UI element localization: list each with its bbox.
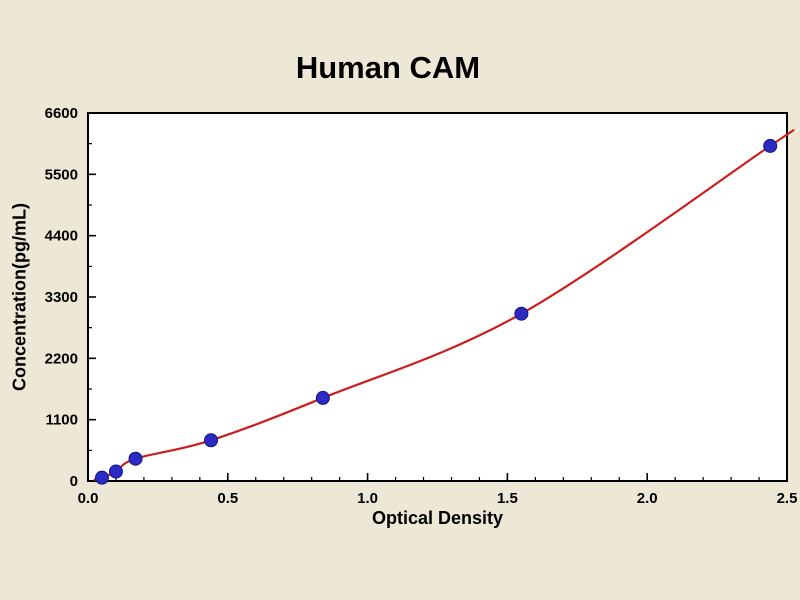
chart-title: Human CAM	[295, 50, 481, 85]
x-tick-label: 0.5	[217, 490, 238, 507]
y-tick-label: 2200	[45, 350, 78, 367]
data-point	[94, 470, 109, 485]
x-tick-label: 1.5	[497, 490, 518, 507]
x-axis-label: Optical Density	[371, 508, 504, 528]
y-tick-label: 0	[70, 473, 78, 490]
y-tick-label: 5500	[45, 166, 78, 183]
plot-frame	[87, 112, 788, 482]
data-point	[763, 138, 778, 153]
y-tick-label: 6600	[45, 105, 78, 122]
x-tick-label: 1.0	[357, 490, 378, 507]
data-point	[204, 433, 219, 448]
x-tick-label: 2.5	[777, 490, 798, 507]
data-point	[108, 464, 123, 479]
y-tick-label: 4400	[45, 228, 78, 245]
y-tick-label: 1100	[45, 412, 78, 429]
data-point	[514, 306, 529, 321]
y-tick-label: 3300	[45, 289, 78, 306]
x-tick-label: 2.0	[637, 490, 658, 507]
data-point	[128, 451, 143, 466]
x-tick-label: 0.0	[78, 490, 99, 507]
data-point	[315, 390, 330, 405]
